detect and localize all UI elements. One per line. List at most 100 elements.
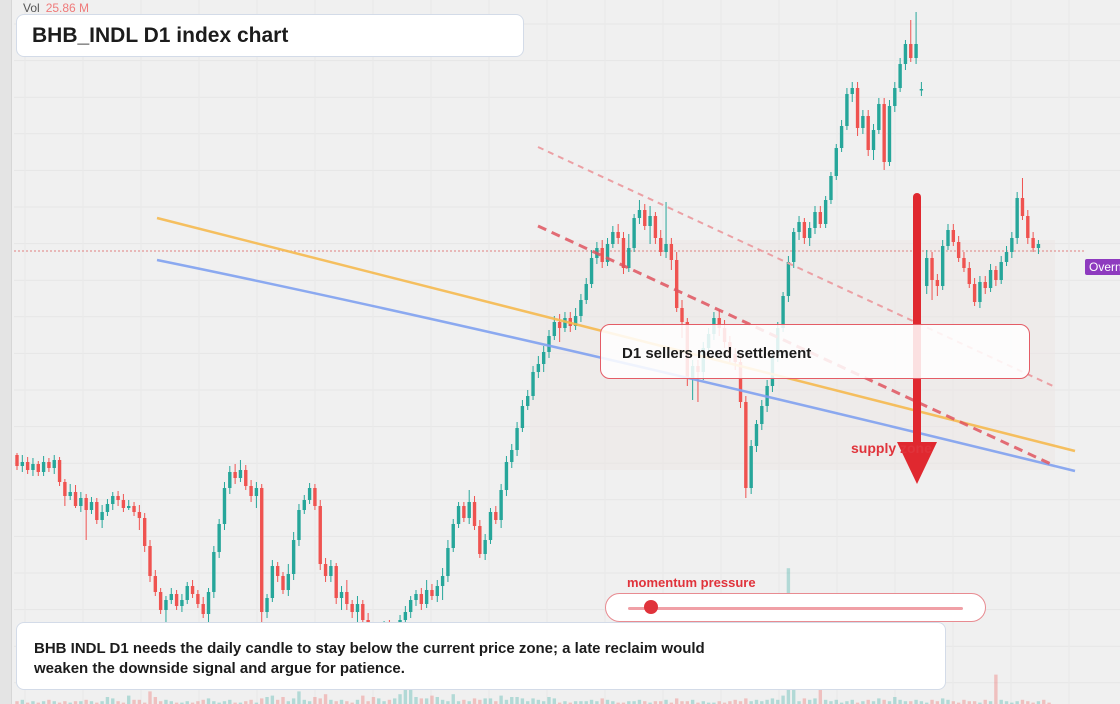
volume-label: Vol xyxy=(23,1,40,15)
candle-body xyxy=(408,600,413,612)
volume-bar xyxy=(690,699,695,704)
volume-bar xyxy=(142,702,147,704)
volume-bar xyxy=(105,697,110,704)
candle-body xyxy=(850,88,854,94)
candle-body xyxy=(1031,238,1035,248)
volume-bar xyxy=(994,674,998,704)
volume-bar xyxy=(361,695,365,704)
volume-bar xyxy=(84,699,88,704)
volume-bar xyxy=(164,699,168,704)
candle-body xyxy=(307,488,312,500)
volume-bar xyxy=(834,699,838,704)
volume-bar xyxy=(760,701,764,704)
candle-body xyxy=(802,222,807,238)
candle-body xyxy=(286,574,291,590)
volume-bar xyxy=(451,694,455,704)
volume-bar xyxy=(956,702,961,704)
overnight-badge-label: Overnight xyxy=(1089,260,1120,274)
candle-body xyxy=(201,604,205,614)
volume-bar xyxy=(233,702,237,704)
candle-body xyxy=(499,490,503,520)
volume-bar xyxy=(648,702,652,704)
candle-body xyxy=(919,89,924,91)
volume-bar xyxy=(903,701,908,704)
volume-bar xyxy=(728,701,732,704)
volume-bar xyxy=(653,701,658,704)
candle-body xyxy=(25,462,30,470)
volume-bar xyxy=(456,701,461,704)
candle-body xyxy=(526,396,530,406)
volume-bar xyxy=(307,701,312,704)
volume-bar xyxy=(297,691,301,704)
volume-bar xyxy=(919,701,924,704)
volume-bar xyxy=(962,699,966,704)
volume-bar xyxy=(158,701,163,704)
candle-body xyxy=(744,402,748,488)
candle-body xyxy=(871,130,876,150)
momentum-track xyxy=(628,607,963,610)
settlement-callout: D1 sellers need settlement xyxy=(600,324,1030,379)
candle-body xyxy=(877,104,881,130)
volume-bar xyxy=(685,701,690,704)
candle-body xyxy=(281,576,285,590)
candle-body xyxy=(834,148,838,176)
candle-body xyxy=(951,230,956,242)
analysis-note-text: BHB INDL D1 needs the daily candle to st… xyxy=(34,640,705,677)
volume-bar xyxy=(845,701,849,704)
candle-body xyxy=(206,592,211,614)
volume-bar xyxy=(829,701,833,704)
volume-bar xyxy=(637,699,642,704)
candle-body xyxy=(148,546,152,576)
candle-body xyxy=(233,472,237,478)
volume-bar xyxy=(393,698,397,704)
volume-bar xyxy=(925,702,929,704)
volume-bar xyxy=(190,702,195,704)
candle-body xyxy=(462,506,466,518)
volume-bar xyxy=(909,701,913,704)
candle-body xyxy=(116,496,120,500)
candle-body xyxy=(20,462,25,466)
volume-bar xyxy=(541,701,546,704)
volume-bar xyxy=(520,698,525,704)
volume-bar xyxy=(627,701,631,704)
candle-body xyxy=(329,566,333,576)
volume-bar xyxy=(536,699,541,704)
candle-body xyxy=(1020,198,1025,216)
candle-body xyxy=(222,488,227,524)
volume-bar xyxy=(744,698,748,704)
volume-bar xyxy=(1015,701,1019,704)
candle-body xyxy=(510,450,514,462)
candle-body xyxy=(73,492,78,506)
candle-body xyxy=(291,540,296,574)
volume-bar xyxy=(254,702,259,704)
candle-body xyxy=(185,586,189,600)
candle-body xyxy=(345,592,349,604)
volume-bar xyxy=(861,701,865,704)
candle-body xyxy=(79,498,83,506)
volume-bar xyxy=(632,701,636,704)
volume-bar xyxy=(148,691,152,704)
volume-bar xyxy=(47,699,51,704)
volume-bar xyxy=(350,702,354,704)
momentum-label: momentum pressure xyxy=(627,575,756,590)
candle-body xyxy=(254,488,259,496)
candle-body xyxy=(861,116,865,128)
candle-body xyxy=(898,64,902,88)
candle-body xyxy=(244,470,248,486)
candle-body xyxy=(334,566,338,598)
candle-body xyxy=(807,228,812,238)
volume-bar xyxy=(244,701,248,704)
volume-bar xyxy=(611,701,615,704)
volume-bar xyxy=(807,699,812,704)
candle-body xyxy=(760,406,764,424)
volume-bar xyxy=(100,701,104,704)
volume-bar xyxy=(31,701,35,704)
candle-body xyxy=(169,594,173,600)
volume-bar xyxy=(95,702,99,704)
candle-body xyxy=(318,506,322,564)
volume-bar xyxy=(935,701,940,704)
volume-bar xyxy=(132,699,136,704)
volume-bar xyxy=(238,702,243,704)
volume-bar xyxy=(792,683,796,704)
candle-body xyxy=(680,308,684,322)
